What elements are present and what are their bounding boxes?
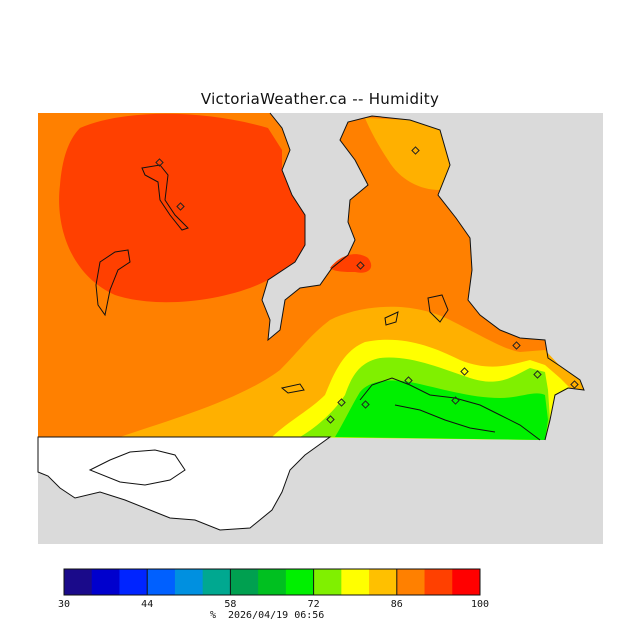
colorbar-bin [119, 569, 148, 595]
station-marker [404, 376, 413, 385]
station-marker [512, 341, 521, 350]
station-marker [533, 370, 542, 379]
legend-timestamp: 2026/04/19 06:56 [228, 610, 324, 621]
colorbar-ticks: 30 44 58 72 86 100 [58, 569, 489, 610]
colorbar-tick-label: 86 [391, 599, 403, 610]
colorbar-bin [424, 569, 453, 595]
colorbar-bin [285, 569, 315, 595]
colorbar-tick-label: 30 [58, 599, 70, 610]
colorbar-bin [64, 569, 93, 595]
colorbar-bin [452, 569, 481, 595]
station-marker [176, 202, 185, 211]
station-marker [451, 396, 460, 405]
map-title: VictoriaWeather.ca -- Humidity [200, 90, 440, 108]
station-marker [411, 146, 420, 155]
station-marker [356, 261, 365, 270]
land-humidity-band-ne [365, 118, 450, 190]
colorbar-tick-label: 58 [224, 599, 236, 610]
coastline-outlines [95, 112, 585, 441]
station-marker [326, 415, 335, 424]
station-marker [460, 367, 469, 376]
colorbar-bin [202, 569, 231, 595]
land-unmodelled-north [88, 449, 186, 486]
colorbar-bin [258, 569, 287, 595]
colorbar-tick-label: 44 [141, 599, 153, 610]
colorbar-bin [174, 569, 204, 595]
colorbar-bin [91, 569, 120, 595]
station-marker [361, 400, 370, 409]
colorbar-bin [313, 569, 342, 595]
colorbar-bin [369, 569, 398, 595]
station-markers [155, 146, 579, 424]
station-marker [155, 158, 164, 167]
station-marker [337, 398, 346, 407]
station-marker [570, 380, 579, 389]
colorbar-bin [230, 569, 259, 595]
legend-units: % [210, 610, 216, 621]
colorbar-bins [64, 569, 481, 595]
colorbar-tick-label: 72 [308, 599, 320, 610]
land-humidity-band-green [335, 380, 548, 440]
colorbar-bin [341, 569, 370, 595]
colorbar-tick-label: 100 [471, 599, 489, 610]
colorbar-bin [396, 569, 426, 595]
colorbar-bin [147, 569, 176, 595]
